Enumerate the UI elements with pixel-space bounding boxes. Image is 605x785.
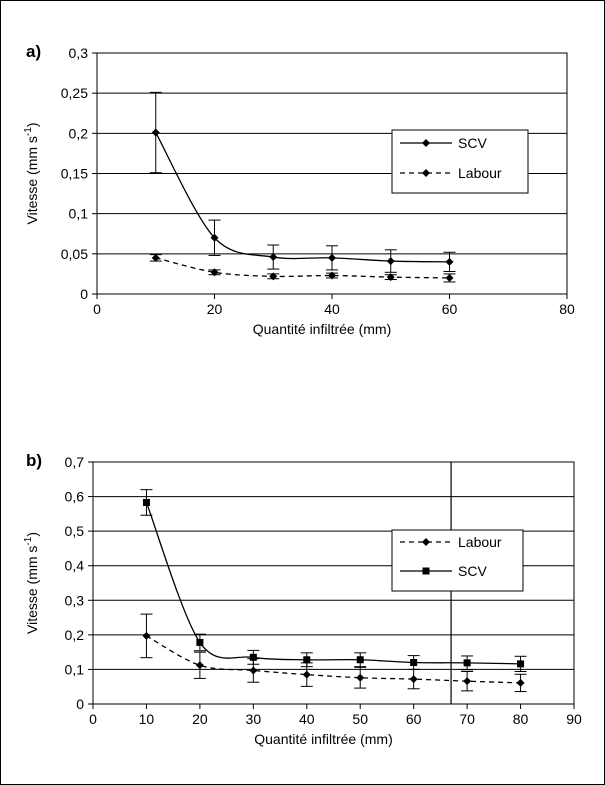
y-tick-label: 0,7 (65, 454, 85, 470)
legend-label: SCV (458, 563, 487, 579)
x-tick-label: 0 (93, 301, 101, 317)
y-tick-label: 0 (80, 286, 88, 302)
data-point (196, 638, 204, 646)
legend: Labour SCV (391, 529, 524, 592)
data-point (151, 128, 160, 137)
data-point (249, 666, 258, 675)
series-labour (140, 613, 527, 693)
y-axis-title: Vitesse (mm s-1) (23, 532, 40, 634)
x-tick-label: 80 (559, 301, 575, 317)
y-tick-label: 0,3 (69, 45, 89, 61)
data-point (303, 656, 311, 664)
data-point (463, 677, 472, 686)
data-point (356, 673, 365, 682)
panel-a-chart: a) 0 0,05 0,1 0,15 0,2 0,25 0,3 0 20 40 60 80 Quantit… (23, 42, 575, 337)
legend: SCV Labour (391, 129, 529, 194)
x-axis-title: Quantité infiltrée (mm) (254, 731, 392, 747)
data-point (151, 253, 160, 262)
y-tick-label: 0,6 (65, 489, 85, 505)
data-point (210, 268, 219, 277)
series-line (146, 635, 521, 684)
data-point (386, 257, 395, 266)
data-point (409, 675, 418, 684)
plot-area (92, 461, 575, 705)
data-point (269, 272, 278, 281)
data-point (463, 659, 471, 667)
x-tick-label: 60 (406, 711, 422, 727)
legend-swatch-marker (422, 139, 430, 147)
x-axis-title: Quantité infiltrée (mm) (253, 321, 391, 337)
y-tick-label: 0,25 (61, 85, 88, 101)
x-tick-label: 20 (192, 711, 208, 727)
x-tick-label: 30 (246, 711, 262, 727)
panel-b-chart: b) 0 0,1 0,2 0,3 0,4 0,5 0,6 0,7 0 10 20 30 40 50 60 70 8… (23, 451, 582, 747)
data-point (249, 653, 257, 661)
panel-label: a) (26, 42, 41, 61)
x-tick-label: 80 (513, 711, 529, 727)
series-line (145, 502, 521, 665)
y-tick-label: 0,5 (65, 523, 85, 539)
data-point (328, 253, 336, 262)
x-tick-label: 0 (89, 711, 97, 727)
x-tick-label: 10 (139, 711, 155, 727)
y-tick-label: 0,2 (69, 125, 89, 141)
data-point (410, 659, 418, 667)
data-point (445, 273, 454, 282)
data-point (302, 670, 311, 679)
series-line (155, 257, 450, 279)
x-tick-label: 40 (324, 301, 340, 317)
legend-label: Labour (458, 534, 502, 550)
legend-swatch-marker (422, 169, 430, 177)
data-point (195, 661, 204, 670)
legend-label: SCV (458, 135, 487, 151)
x-tick-label: 60 (442, 301, 458, 317)
series-scv (140, 489, 527, 673)
legend-box (391, 129, 529, 194)
y-tick-label: 0,1 (69, 206, 89, 222)
data-point (269, 253, 278, 262)
data-point (517, 660, 525, 668)
legend-label: Labour (458, 165, 502, 181)
y-tick-label: 0,2 (65, 627, 85, 643)
y-tick-label: 0,3 (65, 592, 85, 608)
panel-label: b) (26, 451, 42, 470)
y-tick-label: 0,4 (65, 558, 85, 574)
legend-swatch-marker (422, 538, 430, 546)
data-point (328, 271, 336, 280)
data-point (356, 656, 364, 664)
series-scv (149, 91, 456, 273)
legend-box (391, 529, 524, 592)
x-tick-label: 90 (566, 711, 582, 727)
y-axis-title: Vitesse (mm s-1) (23, 122, 40, 224)
y-tick-label: 0,05 (61, 246, 88, 262)
x-tick-label: 20 (207, 301, 223, 317)
data-point (210, 233, 219, 242)
legend-swatch-marker (422, 567, 430, 575)
y-tick-label: 0 (76, 696, 84, 712)
y-tick-label: 0,15 (61, 166, 88, 182)
y-tick-label: 0,1 (65, 661, 85, 677)
x-tick-label: 40 (299, 711, 315, 727)
data-point (516, 678, 525, 687)
data-point (445, 257, 454, 266)
series-labour (149, 253, 456, 283)
data-point (386, 273, 395, 282)
x-tick-label: 70 (459, 711, 475, 727)
data-point (142, 498, 150, 506)
data-point (142, 631, 151, 640)
x-tick-label: 50 (352, 711, 368, 727)
